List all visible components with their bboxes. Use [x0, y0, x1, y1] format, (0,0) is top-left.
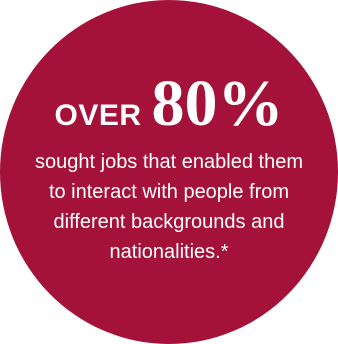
stat-description: sought jobs that enabled them to interac…: [35, 151, 303, 263]
stat-headline: OVER 80%: [54, 71, 283, 137]
stat-value: 80%: [151, 67, 284, 140]
stat-prefix: OVER: [54, 99, 142, 132]
